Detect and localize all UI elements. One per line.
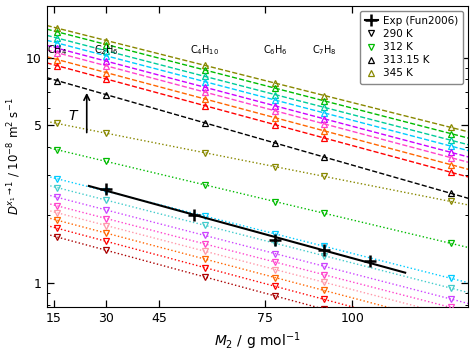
X-axis label: $M_2$ / g mol$^{-1}$: $M_2$ / g mol$^{-1}$	[214, 331, 301, 352]
Text: $T$: $T$	[68, 109, 80, 123]
Y-axis label: $D^{x_1 \rightarrow 1}$ / 10$^{-8}$ m$^2$ s$^{-1}$: $D^{x_1 \rightarrow 1}$ / 10$^{-8}$ m$^2…	[6, 98, 23, 215]
Text: C$_2$H$_6$: C$_2$H$_6$	[94, 43, 119, 57]
Text: C$_7$H$_8$: C$_7$H$_8$	[312, 43, 337, 57]
Text: C$_4$H$_{10}$: C$_4$H$_{10}$	[190, 43, 219, 57]
Text: C$_6$H$_6$: C$_6$H$_6$	[263, 43, 288, 57]
Text: C$_{10}$H$_8$: C$_{10}$H$_8$	[436, 43, 465, 57]
Legend: Exp (Fun2006), 290 K, 312 K, 313.15 K, 345 K: Exp (Fun2006), 290 K, 312 K, 313.15 K, 3…	[360, 11, 463, 84]
Text: CH$_4$: CH$_4$	[47, 43, 67, 57]
